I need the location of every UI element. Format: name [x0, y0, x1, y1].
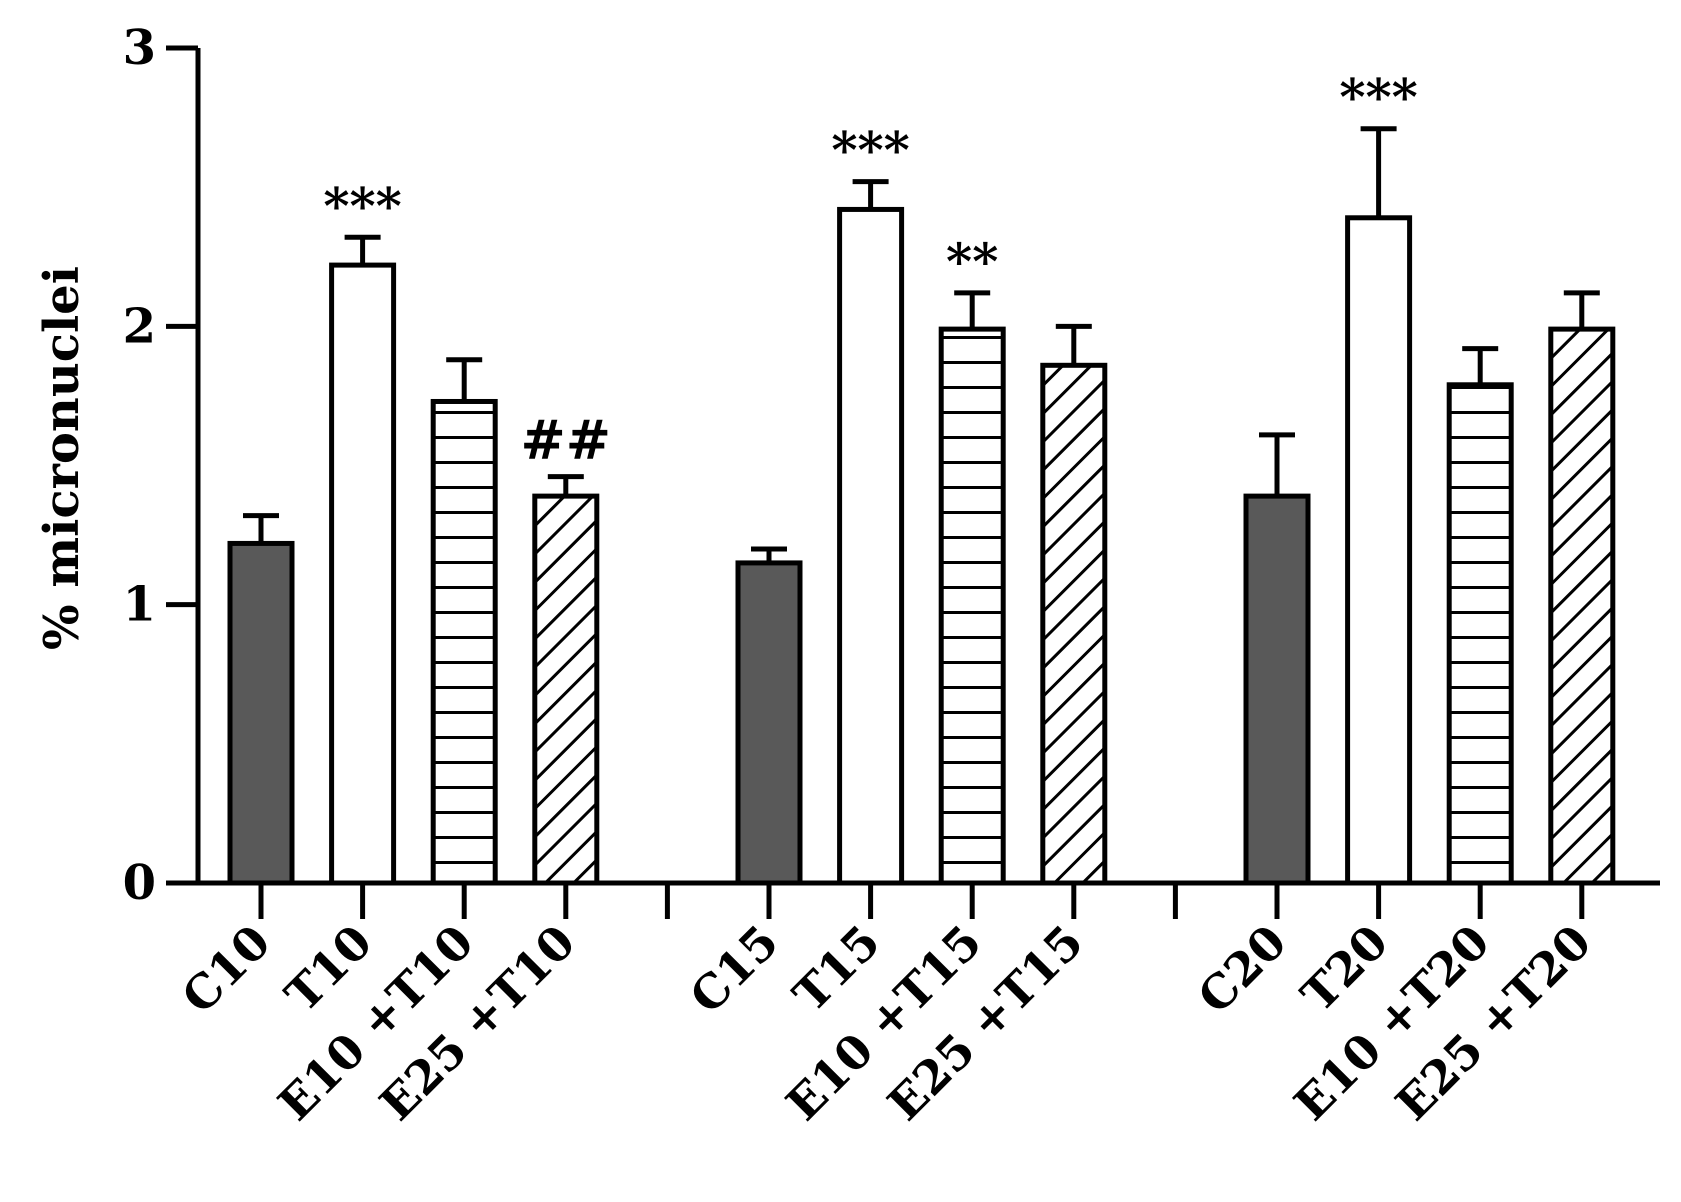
bar [938, 326, 1006, 886]
x-tick-label: C20 [1187, 915, 1296, 1024]
bar [329, 262, 397, 886]
bars: ***##******** [227, 68, 1616, 886]
bar [1243, 493, 1311, 886]
x-tick-label: C15 [679, 915, 788, 1024]
significance-annotation: *** [831, 121, 909, 180]
bar [1345, 215, 1413, 886]
significance-annotation: ## [521, 408, 612, 472]
y-tick-label: 2 [123, 298, 156, 354]
y-axis: 0 1 2 3 [123, 20, 201, 911]
bar [1548, 326, 1616, 886]
bar [227, 540, 295, 886]
x-axis [196, 880, 1660, 919]
bar [735, 560, 803, 886]
y-tick-label: 0 [123, 855, 156, 911]
bar [532, 493, 600, 886]
bar [1446, 382, 1514, 886]
y-axis-label: % micronuclei [34, 266, 90, 650]
y-tick-label: 1 [123, 577, 156, 633]
significance-annotation: *** [323, 176, 401, 235]
bar [430, 398, 498, 886]
y-tick-label: 3 [123, 20, 156, 76]
significance-annotation: *** [1339, 68, 1417, 127]
bar [1040, 362, 1108, 886]
bar [837, 206, 905, 886]
x-tick-label: C10 [171, 915, 280, 1024]
significance-annotation: ** [946, 232, 998, 291]
